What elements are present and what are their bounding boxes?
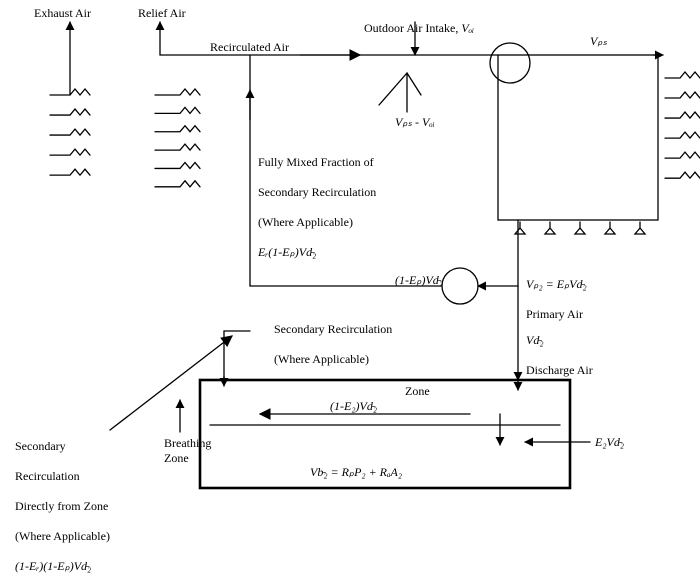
label-recirculated-air: Recirculated Air <box>210 40 289 55</box>
label-breathing-zone: Breathing Zone <box>164 436 211 466</box>
secondary-direct-3: Directly from Zone <box>15 499 108 513</box>
label-oai-text: Outdoor Air Intake, <box>364 21 461 35</box>
secondary-direct-4: (Where Applicable) <box>15 529 110 543</box>
fully-mixed-line1: Fully Mixed Fraction of <box>258 155 374 169</box>
fully-mixed-line3: (Where Applicable) <box>258 215 353 229</box>
label-outdoor-air-intake: Outdoor Air Intake, Vₒᵢ <box>358 6 474 36</box>
label-zone: Zone <box>405 384 430 399</box>
diagram-stage: Exhaust Air Relief Air Outdoor Air Intak… <box>0 0 700 517</box>
label-secondary-recirc: Secondary Recirculation (Where Applicabl… <box>268 307 392 367</box>
fully-mixed-line2: Secondary Recirculation <box>258 185 376 199</box>
secondary-direct-5: (1-Eᵣ)(1-Eₚ)Vd̵₂ <box>15 559 91 573</box>
discharge-text: Discharge Air <box>526 363 593 377</box>
label-one-minus-ez-vdz: (1-E₂)Vd̵₂ <box>330 399 377 414</box>
secondary-direct-2: Recirculation <box>15 469 80 483</box>
label-discharge-air: Vd̵₂ Discharge Air <box>520 318 593 378</box>
discharge-vdz: Vd̵₂ <box>526 333 544 347</box>
label-one-minus-ep-vdz: (1-Eₚ)Vd̵₂ <box>395 273 443 288</box>
label-oai-var: Vₒᵢ <box>461 21 474 35</box>
label-secondary-direct: Secondary Recirculation Directly from Zo… <box>9 424 110 574</box>
secondary-recirc-line1: Secondary Recirculation <box>274 322 392 336</box>
primary-air-eq: Vₚ₂ = EₚVd̵₂ <box>526 277 587 291</box>
label-exhaust-air: Exhaust Air <box>34 6 91 21</box>
secondary-direct-1: Secondary <box>15 439 66 453</box>
label-vbz-eq: Vb̵₂ = RₚP₂ + RₐA₂ <box>310 465 402 480</box>
label-primary-air: Vₚ₂ = EₚVd̵₂ Primary Air <box>520 262 587 322</box>
label-relief-air: Relief Air <box>138 6 186 21</box>
label-ez-vdz: E₂Vd̵₂ <box>595 435 624 450</box>
label-fully-mixed: Fully Mixed Fraction of Secondary Recirc… <box>252 140 376 260</box>
secondary-recirc-line2: (Where Applicable) <box>274 352 369 366</box>
fully-mixed-line4: Eᵣ(1-Eₚ)Vd̵₂ <box>258 245 316 259</box>
label-vps-minus-voi: Vₚₛ - Vₒᵢ <box>395 115 435 130</box>
label-vps: Vₚₛ <box>590 34 607 49</box>
